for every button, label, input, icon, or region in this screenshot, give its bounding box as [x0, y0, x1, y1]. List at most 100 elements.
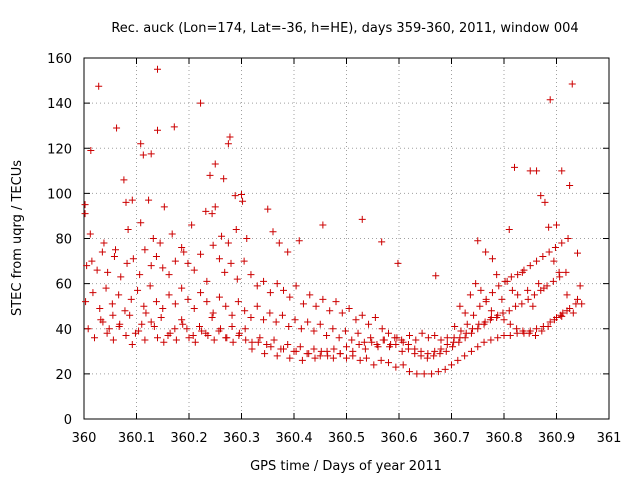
- data-point: [121, 307, 129, 315]
- data-point: [329, 354, 337, 362]
- data-point: [326, 307, 334, 315]
- data-point: [524, 286, 532, 294]
- x-axis-title: GPS time / Days of year 2011: [250, 459, 442, 474]
- data-point: [393, 334, 401, 342]
- data-point: [152, 298, 160, 306]
- data-point: [399, 338, 407, 346]
- data-point: [368, 338, 376, 346]
- data-point: [513, 325, 521, 333]
- data-point: [240, 257, 248, 265]
- data-point: [457, 327, 465, 335]
- data-point: [338, 309, 346, 317]
- data-point: [544, 322, 552, 330]
- data-point: [203, 298, 211, 306]
- data-point: [86, 230, 94, 238]
- data-point: [188, 221, 196, 229]
- data-point: [437, 336, 445, 344]
- x-tick-label: 360.7: [433, 431, 470, 446]
- data-point: [292, 282, 300, 290]
- data-point: [260, 316, 268, 324]
- data-point: [380, 336, 388, 344]
- data-point: [442, 347, 450, 355]
- data-point: [417, 352, 425, 360]
- data-point: [345, 304, 353, 312]
- data-point: [127, 295, 135, 303]
- data-point: [493, 271, 501, 279]
- data-point: [147, 262, 155, 270]
- data-point: [273, 280, 281, 288]
- data-point: [209, 241, 217, 249]
- data-point: [115, 291, 123, 299]
- data-point: [87, 147, 95, 155]
- y-tick-label: 0: [64, 413, 72, 428]
- data-point: [361, 345, 369, 353]
- data-point: [197, 99, 205, 107]
- data-point: [316, 320, 324, 328]
- data-point: [398, 347, 406, 355]
- data-point: [81, 210, 89, 218]
- data-point: [267, 343, 275, 351]
- data-point: [139, 151, 147, 159]
- data-point: [394, 259, 402, 267]
- data-point: [247, 271, 255, 279]
- data-point: [254, 338, 262, 346]
- data-point: [343, 343, 350, 351]
- data-point: [298, 356, 306, 364]
- data-point: [223, 334, 231, 342]
- data-point: [538, 327, 546, 335]
- data-point: [488, 289, 496, 297]
- data-point: [469, 325, 476, 333]
- data-point: [206, 171, 214, 179]
- data-point: [190, 266, 198, 274]
- data-point: [506, 332, 514, 340]
- data-point: [172, 336, 180, 344]
- y-tick-label: 120: [47, 142, 72, 157]
- data-point: [574, 249, 581, 257]
- x-tick-label: 360.9: [538, 431, 575, 446]
- data-point: [412, 336, 420, 344]
- data-point: [461, 309, 469, 317]
- data-point: [95, 82, 103, 90]
- data-point: [100, 239, 108, 247]
- data-point: [160, 203, 168, 211]
- data-point: [487, 336, 495, 344]
- data-point: [365, 320, 373, 328]
- data-point: [273, 352, 281, 360]
- data-point: [316, 352, 324, 360]
- data-point: [392, 363, 400, 371]
- data-point: [296, 343, 304, 351]
- data-point: [113, 124, 121, 132]
- data-point: [514, 271, 522, 279]
- chart-title: Rec. auck (Lon=174, Lat=-36, h=HE), days…: [111, 21, 578, 36]
- data-point: [234, 298, 242, 306]
- data-point: [564, 235, 572, 242]
- data-point: [247, 313, 255, 321]
- data-point: [418, 329, 426, 337]
- data-point: [449, 343, 457, 351]
- data-point: [555, 268, 563, 276]
- data-point: [546, 96, 554, 104]
- data-point: [291, 316, 299, 324]
- data-point: [480, 338, 488, 346]
- data-point: [461, 352, 469, 360]
- data-point: [202, 207, 210, 215]
- data-point: [498, 295, 506, 303]
- data-point: [472, 280, 480, 288]
- data-point: [152, 253, 160, 261]
- data-point: [178, 284, 186, 292]
- data-point: [171, 325, 179, 333]
- data-point: [93, 266, 101, 274]
- data-point: [297, 325, 305, 333]
- data-point: [178, 316, 186, 324]
- data-point: [495, 282, 503, 290]
- data-point: [474, 343, 482, 351]
- data-point: [467, 347, 475, 355]
- data-point: [198, 327, 206, 335]
- x-tick-label: 360.4: [275, 431, 312, 446]
- data-point: [358, 311, 366, 319]
- data-point: [141, 336, 149, 344]
- data-point: [312, 302, 320, 310]
- data-point: [109, 311, 117, 319]
- data-point: [185, 334, 193, 342]
